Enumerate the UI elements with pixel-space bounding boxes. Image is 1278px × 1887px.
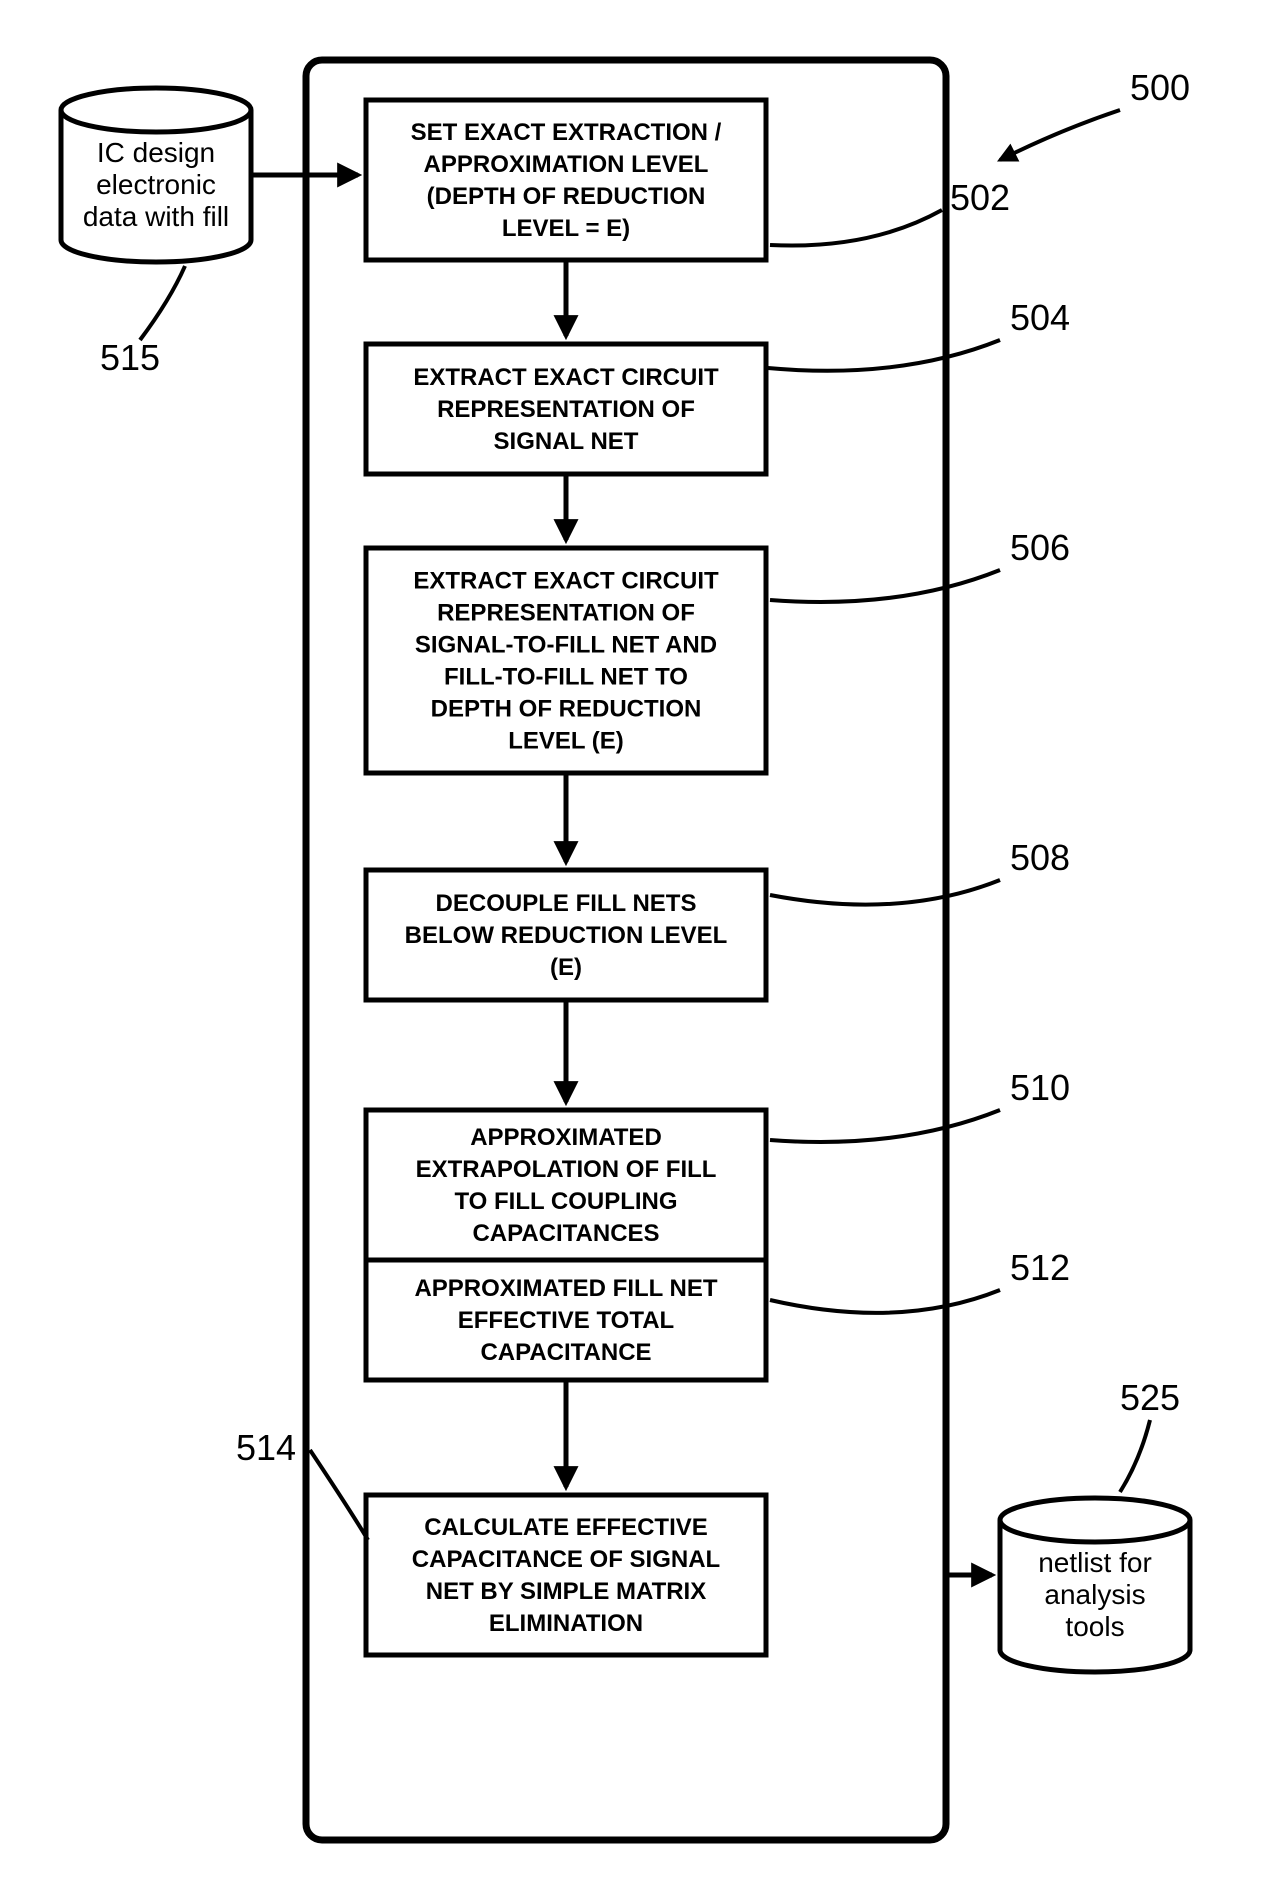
process-box-text: (E)	[550, 954, 582, 981]
process-box-text: CAPACITANCE OF SIGNAL	[412, 1546, 720, 1573]
reference-label: 514	[236, 1427, 296, 1468]
reference-label: 510	[1010, 1067, 1070, 1108]
reference-label: 504	[1010, 297, 1070, 338]
process-box-text: (DEPTH OF REDUCTION	[427, 183, 706, 210]
process-box-text: CAPACITANCE	[480, 1339, 651, 1366]
datastore-cylinder: IC designelectronicdata with fill	[61, 88, 251, 262]
leader-line	[310, 1450, 368, 1540]
process-box-text: LEVEL = E)	[502, 215, 630, 242]
leader-line	[770, 1110, 1000, 1142]
leader-line	[770, 1290, 1000, 1313]
process-box: SET EXACT EXTRACTION / APPROXIMATION LEVE…	[366, 100, 766, 260]
leader-line	[1120, 1420, 1150, 1492]
process-box-text: CAPACITANCES	[472, 1220, 659, 1247]
process-box-text: APPROXIMATED	[470, 1124, 662, 1151]
process-box-text: REPRESENTATION OF	[437, 396, 695, 423]
process-box-text: SET EXACT EXTRACTION /	[411, 119, 722, 146]
reference-label: 506	[1010, 527, 1070, 568]
reference-label: 512	[1010, 1247, 1070, 1288]
process-box-text: SIGNAL-TO-FILL NET AND	[415, 632, 717, 659]
process-box-text: DECOUPLE FILL NETS	[436, 890, 697, 917]
reference-label: 502	[950, 177, 1010, 218]
datastore-text: netlist for	[1038, 1547, 1152, 1578]
process-box-text: SIGNAL NET	[494, 428, 639, 455]
process-box-text: EFFECTIVE TOTAL	[458, 1307, 674, 1334]
process-box-text: BELOW REDUCTION LEVEL	[405, 922, 728, 949]
process-box-text: LEVEL (E)	[508, 728, 624, 755]
datastore-text: tools	[1065, 1611, 1124, 1642]
process-box-text: APPROXIMATED FILL NET	[414, 1275, 717, 1302]
datastore-text: IC design	[97, 137, 215, 168]
leader-line	[770, 210, 942, 246]
datastore-cylinder: netlist foranalysistools	[1000, 1498, 1190, 1672]
datastore-text: electronic	[96, 169, 216, 200]
process-box-text: TO FILL COUPLING	[454, 1188, 677, 1215]
process-box-text: EXTRAPOLATION OF FILL	[416, 1156, 717, 1183]
process-box: DECOUPLE FILL NETS BELOW REDUCTION LEVEL (…	[366, 870, 766, 1000]
reference-label: 515	[100, 337, 160, 378]
reference-label: 525	[1120, 1377, 1180, 1418]
process-box-text: DEPTH OF REDUCTION	[431, 696, 702, 723]
process-box-text: NET BY SIMPLE MATRIX	[426, 1578, 706, 1605]
process-box-text: CALCULATE EFFECTIVE	[424, 1514, 708, 1541]
process-box: APPROXIMATED EXTRAPOLATION OF FILL TO FILL…	[366, 1110, 766, 1260]
leader-line	[768, 340, 1000, 371]
leader-line	[770, 880, 1000, 905]
process-box-text: FILL-TO-FILL NET TO	[444, 664, 688, 691]
leader-line	[140, 266, 185, 340]
process-box: APPROXIMATED FILL NET EFFECTIVE TOTAL CAPA…	[366, 1260, 766, 1380]
process-box: EXTRACT EXACT CIRCUIT REPRESENTATION OF SI…	[366, 548, 766, 773]
datastore-text: data with fill	[83, 201, 229, 232]
process-box-text: EXTRACT EXACT CIRCUIT	[413, 364, 719, 391]
process-box: CALCULATE EFFECTIVE CAPACITANCE OF SIGNAL…	[366, 1495, 766, 1655]
leader-line	[1000, 110, 1120, 160]
reference-label: 500	[1130, 67, 1190, 108]
datastore-text: analysis	[1044, 1579, 1145, 1610]
process-box-text: ELIMINATION	[489, 1610, 643, 1637]
process-box-text: APPROXIMATION LEVEL	[424, 151, 709, 178]
process-box: EXTRACT EXACT CIRCUIT REPRESENTATION OF SI…	[366, 344, 766, 474]
leader-line	[770, 570, 1000, 602]
process-box-text: REPRESENTATION OF	[437, 600, 695, 627]
process-box-text: EXTRACT EXACT CIRCUIT	[413, 568, 719, 595]
reference-label: 508	[1010, 837, 1070, 878]
